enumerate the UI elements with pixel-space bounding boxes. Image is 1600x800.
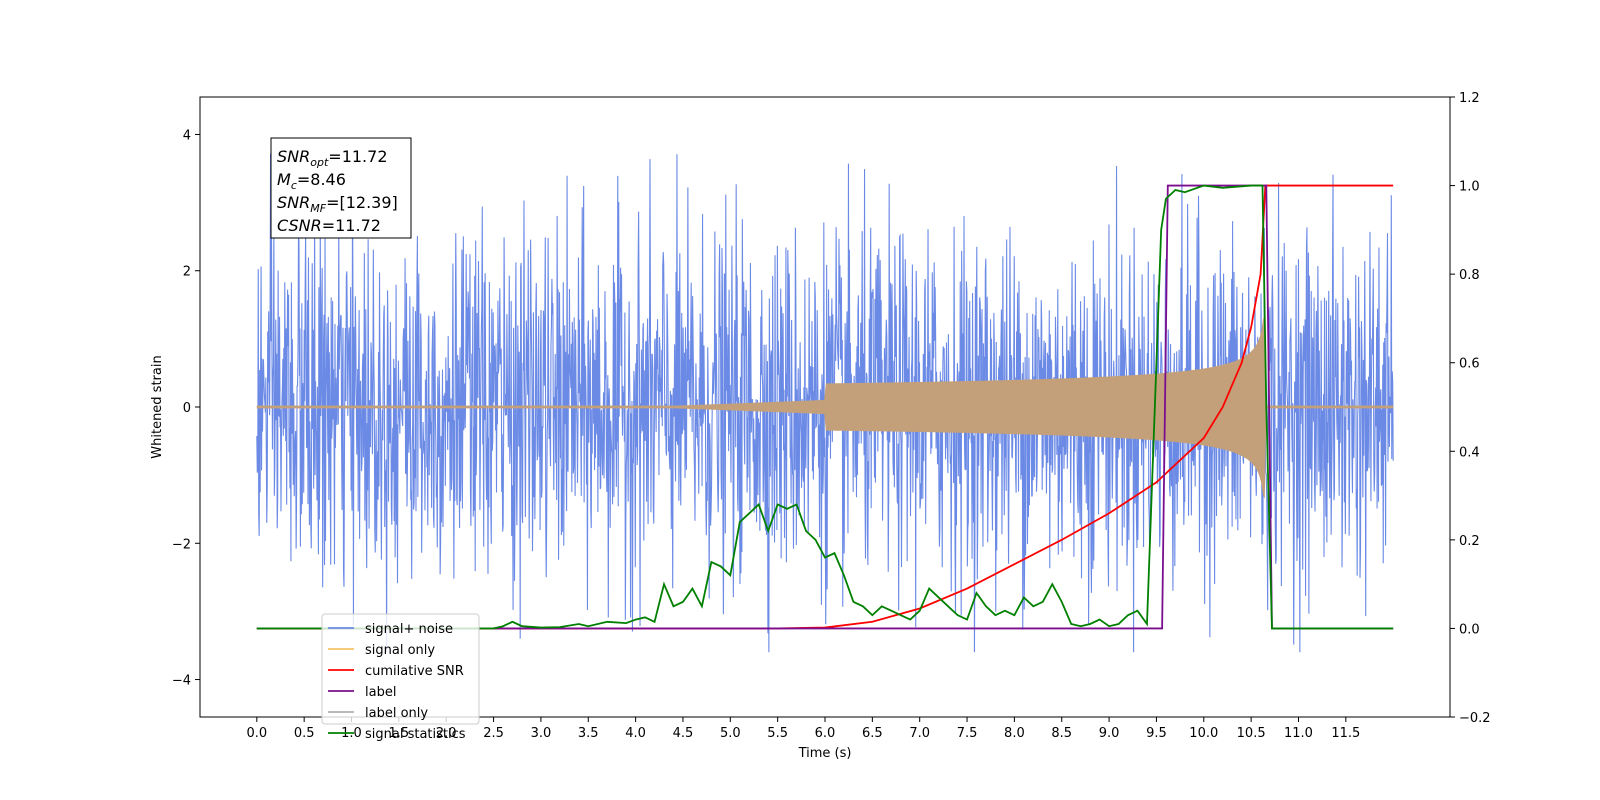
y2-tick-label: 0.2 [1459,534,1480,549]
y2-tick-label: 0.0 [1459,622,1480,637]
x-tick-label: 3.0 [531,726,552,741]
legend-frame [321,613,480,725]
series-cumilative-snr [256,184,1394,630]
y-tick-label: −4 [172,674,191,689]
x-tick-label: 5.0 [720,726,741,741]
y-axis-left: −4 −2 0 2 4 [172,128,200,689]
x-axis-title: Time (s) [798,746,852,761]
y-tick-label: 2 [183,265,191,280]
x-tick-label: 6.5 [862,726,883,741]
legend-entry: signal statistics [365,727,466,742]
y2-tick-label: 0.4 [1459,445,1480,460]
annotation-line: SNRMF=[12.39] [277,193,398,215]
y-axis-right: −0.2 0.0 0.2 0.4 0.6 0.8 1.0 1.2 [1450,91,1491,726]
annotation-line: SNRopt=11.72 [277,147,388,169]
y2-tick-label: 0.8 [1459,268,1480,283]
x-tick-label: 10.0 [1189,726,1218,741]
annotation-line: Mc=8.46 [277,170,346,192]
x-tick-label: 8.0 [1004,726,1025,741]
y2-tick-label: 1.0 [1459,180,1480,195]
legend-entry: signal+ noise [365,622,453,637]
x-tick-label: 7.0 [909,726,930,741]
x-tick-label: 9.5 [1146,726,1167,741]
legend-entry: signal only [365,643,435,658]
x-tick-label: 9.0 [1099,726,1120,741]
x-tick-label: 4.5 [673,726,694,741]
x-tick-label: 3.5 [578,726,599,741]
x-tick-label: 10.5 [1237,726,1266,741]
x-tick-label: 7.5 [957,726,978,741]
annotation-frame [270,137,412,239]
y-tick-label: −2 [172,537,191,552]
legend-entry: label [365,685,396,700]
annotation-box: SNRopt=11.72Mc=8.46SNRMF=[12.39]CSNR=11.… [270,137,412,239]
annotation-line: CSNR=11.72 [277,216,381,235]
plot-area [256,153,1394,653]
x-tick-label: 2.0 [436,726,457,741]
x-tick-label: 11.0 [1284,726,1313,741]
x-tick-label: 11.5 [1331,726,1360,741]
x-tick-label: 1.5 [389,726,410,741]
y2-tick-label: −0.2 [1459,711,1491,726]
x-tick-label: 5.5 [767,726,788,741]
x-tick-label: 2.5 [483,726,504,741]
x-tick-label: 4.0 [625,726,646,741]
x-tick-label: 6.0 [815,726,836,741]
x-axis: 0.0 0.5 1.0 1.5 2.0 2.5 3.0 3.5 4.0 4.5 5.0 5.5 6.0 6… [246,717,1360,741]
y-tick-label: 4 [183,128,191,143]
x-tick-label: 0.5 [294,726,315,741]
y2-tick-label: 0.6 [1459,357,1480,372]
y2-tick-label: 1.2 [1459,91,1480,106]
legend-entry: label only [365,706,428,721]
x-tick-label: 0.0 [246,726,267,741]
series-signal-statistics [256,184,1394,630]
legend-entry: cumilative SNR [365,664,464,679]
legend: signal+ noise signal only cumilative SNR la… [321,613,480,742]
y-axis-title: Whitened strain [150,355,165,458]
x-tick-label: 8.5 [1051,726,1072,741]
y-tick-label: 0 [183,401,191,416]
